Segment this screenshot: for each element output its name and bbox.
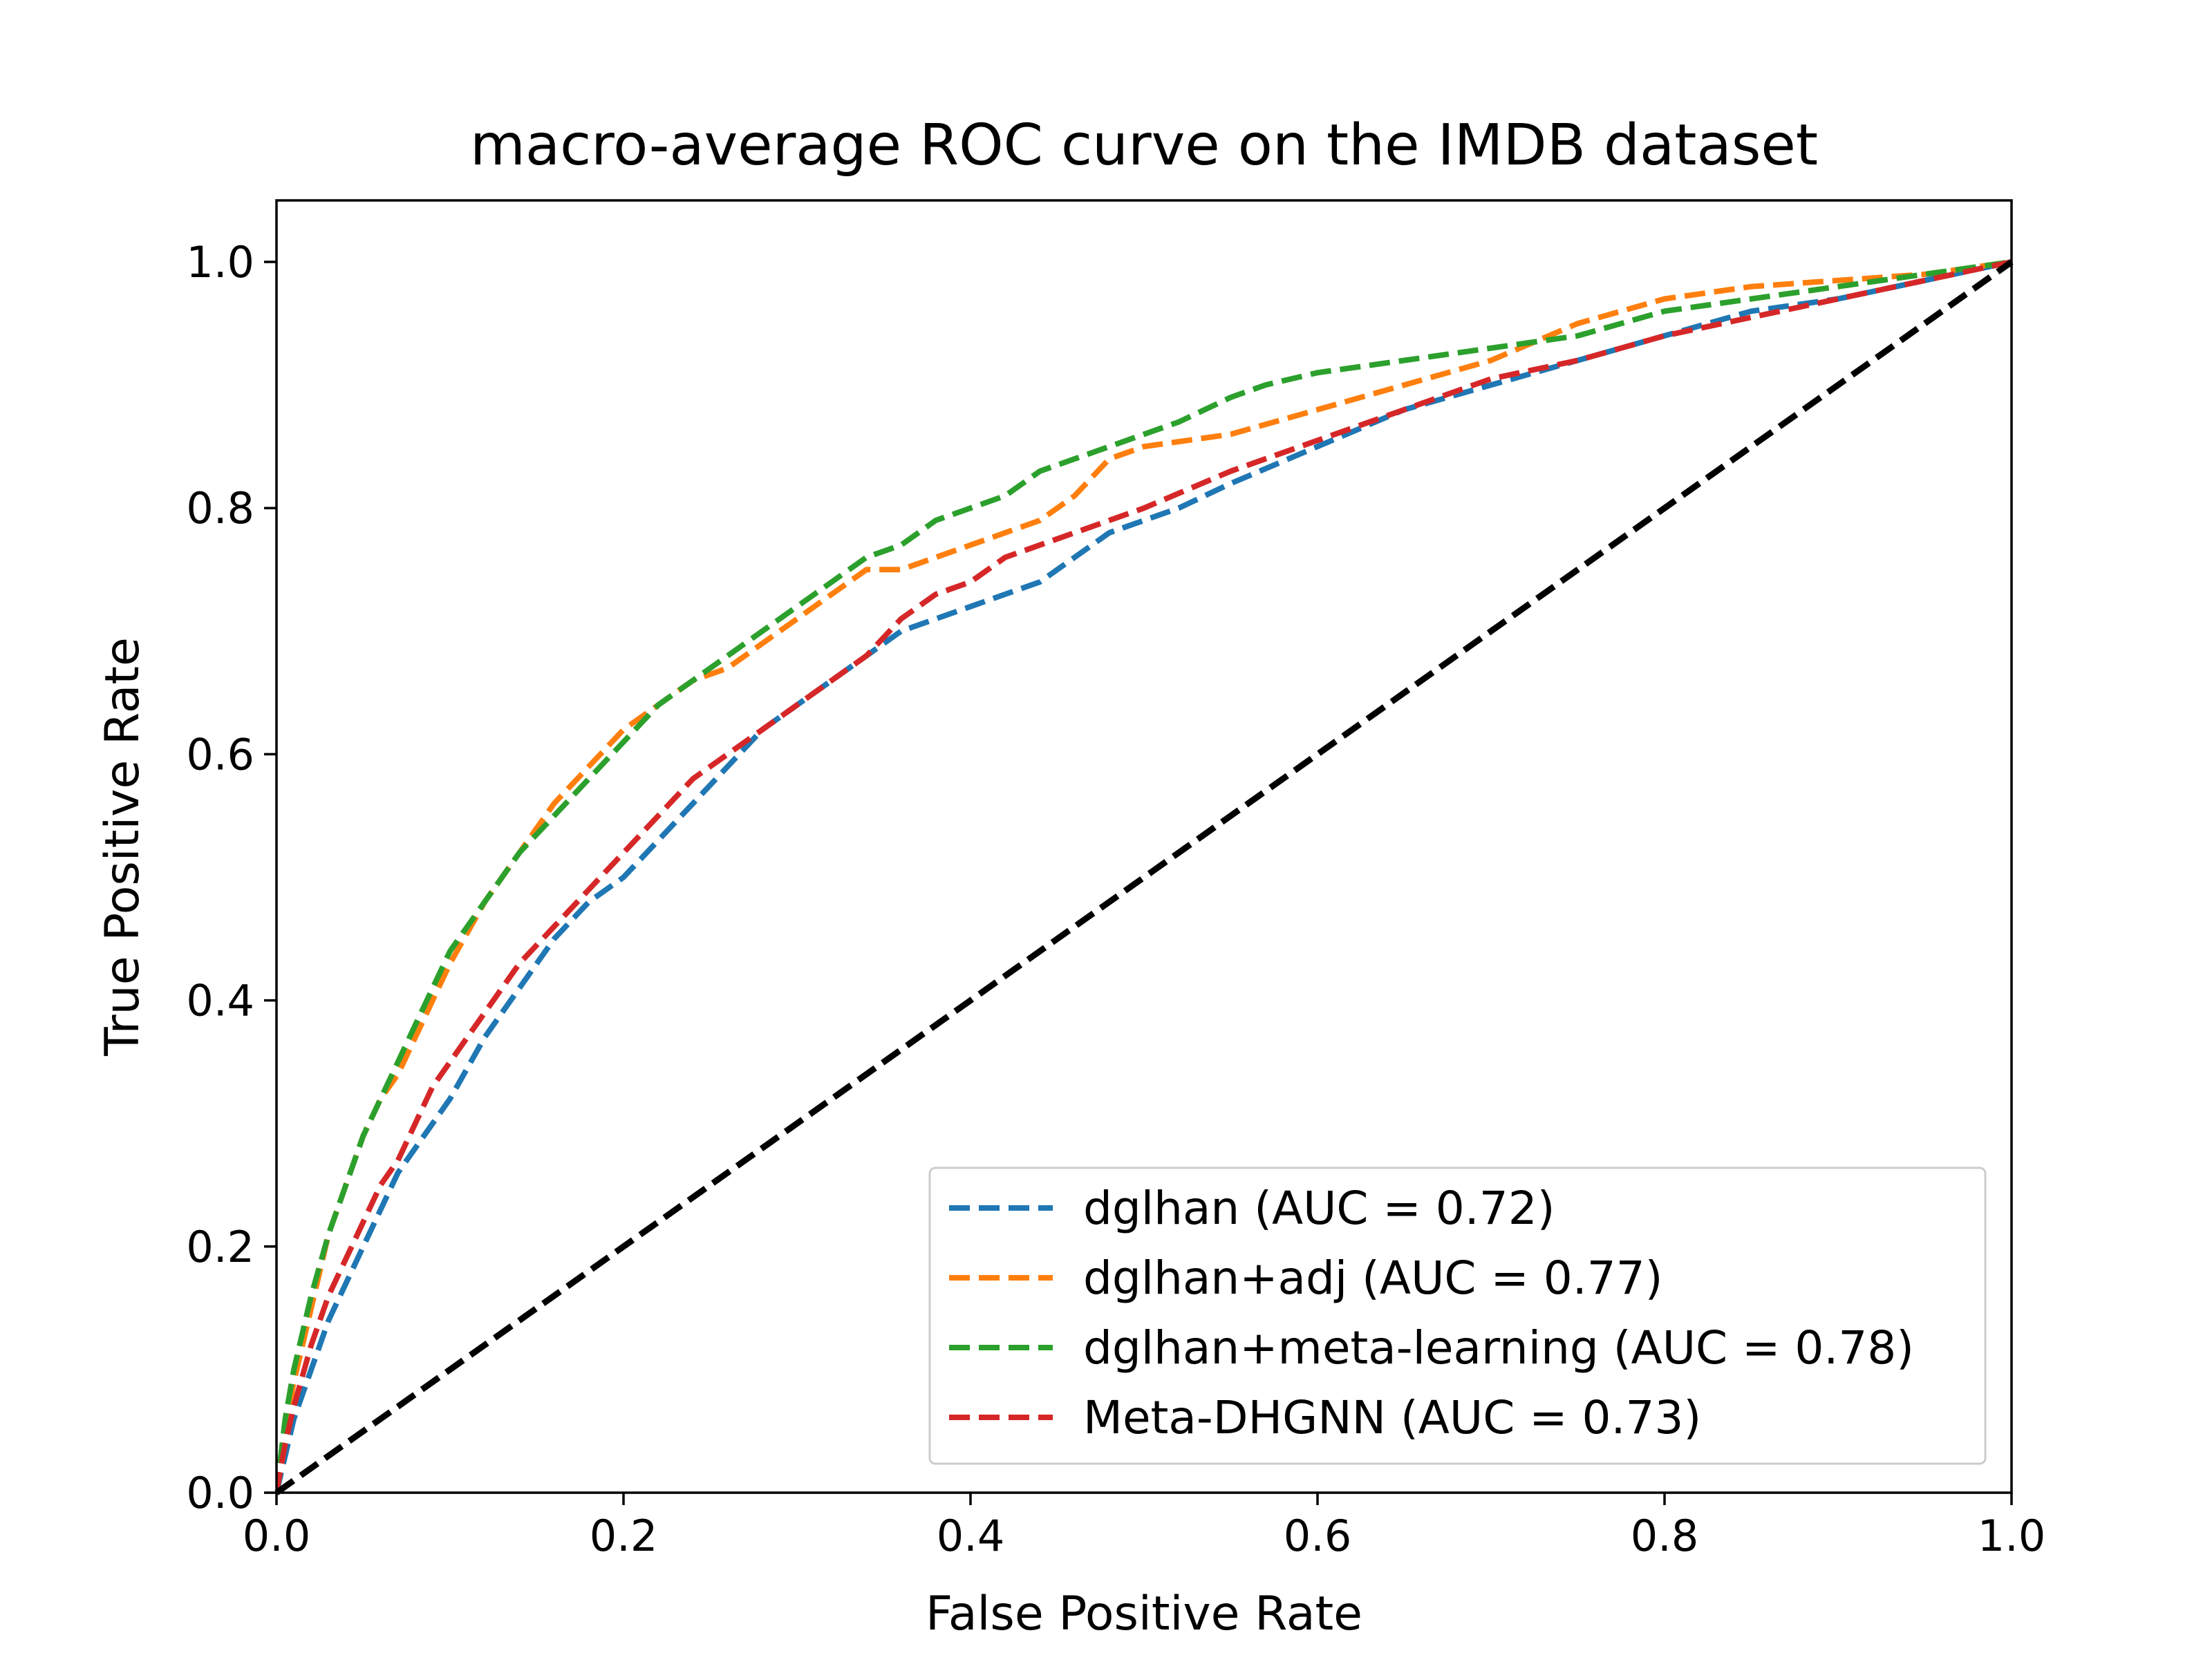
y-axis-ticks: 0.0 0.2 0.4 0.6 0.8 1.0: [186, 237, 276, 1518]
x-tick-label: 0.4: [937, 1511, 1005, 1561]
x-tick-label: 0.8: [1631, 1511, 1699, 1561]
chance-diagonal-line: [274, 259, 2014, 1495]
x-tick-label: 0.2: [590, 1511, 658, 1561]
y-axis-label: True Positive Rate: [95, 637, 150, 1057]
y-tick-label: 1.0: [186, 237, 254, 287]
x-axis-label: False Positive Rate: [926, 1587, 1362, 1641]
series-line-3: [276, 259, 2012, 1493]
legend-label-2: dglhan+adj (AUC = 0.77): [1083, 1252, 1662, 1305]
y-tick-label: 0.8: [186, 483, 254, 533]
y-tick-label: 0.4: [186, 976, 254, 1026]
legend-label-3: dglhan+meta-learning (AUC = 0.78): [1083, 1321, 1914, 1375]
chart-title: macro-average ROC curve on the IMDB data…: [470, 113, 1818, 178]
legend-box: [928, 1167, 1987, 1465]
x-tick-label: 1.0: [1978, 1511, 2046, 1561]
axes-frame: [275, 199, 2013, 1494]
x-axis-ticks: 0.0 0.2 0.4 0.6 0.8 1.0: [243, 1493, 2046, 1561]
x-tick-label: 0.0: [243, 1511, 311, 1561]
y-tick-label: 0.0: [186, 1468, 254, 1518]
series-layer: [276, 259, 2012, 1493]
series-line-4: [276, 259, 2012, 1493]
y-tick-label: 0.6: [186, 729, 254, 780]
y-tick-label: 0.2: [186, 1222, 254, 1272]
series-line-1: [276, 259, 2012, 1493]
legend-items: dglhan (AUC = 0.72) dglhan+adj (AUC = 0.7…: [949, 1182, 1914, 1444]
legend: dglhan (AUC = 0.72) dglhan+adj (AUC = 0.7…: [928, 1167, 1987, 1465]
legend-label-4: Meta-DHGNN (AUC = 0.73): [1083, 1391, 1701, 1444]
reference-layer: [274, 259, 2014, 1495]
legend-label-1: dglhan (AUC = 0.72): [1083, 1182, 1555, 1235]
x-tick-label: 0.6: [1284, 1511, 1352, 1561]
